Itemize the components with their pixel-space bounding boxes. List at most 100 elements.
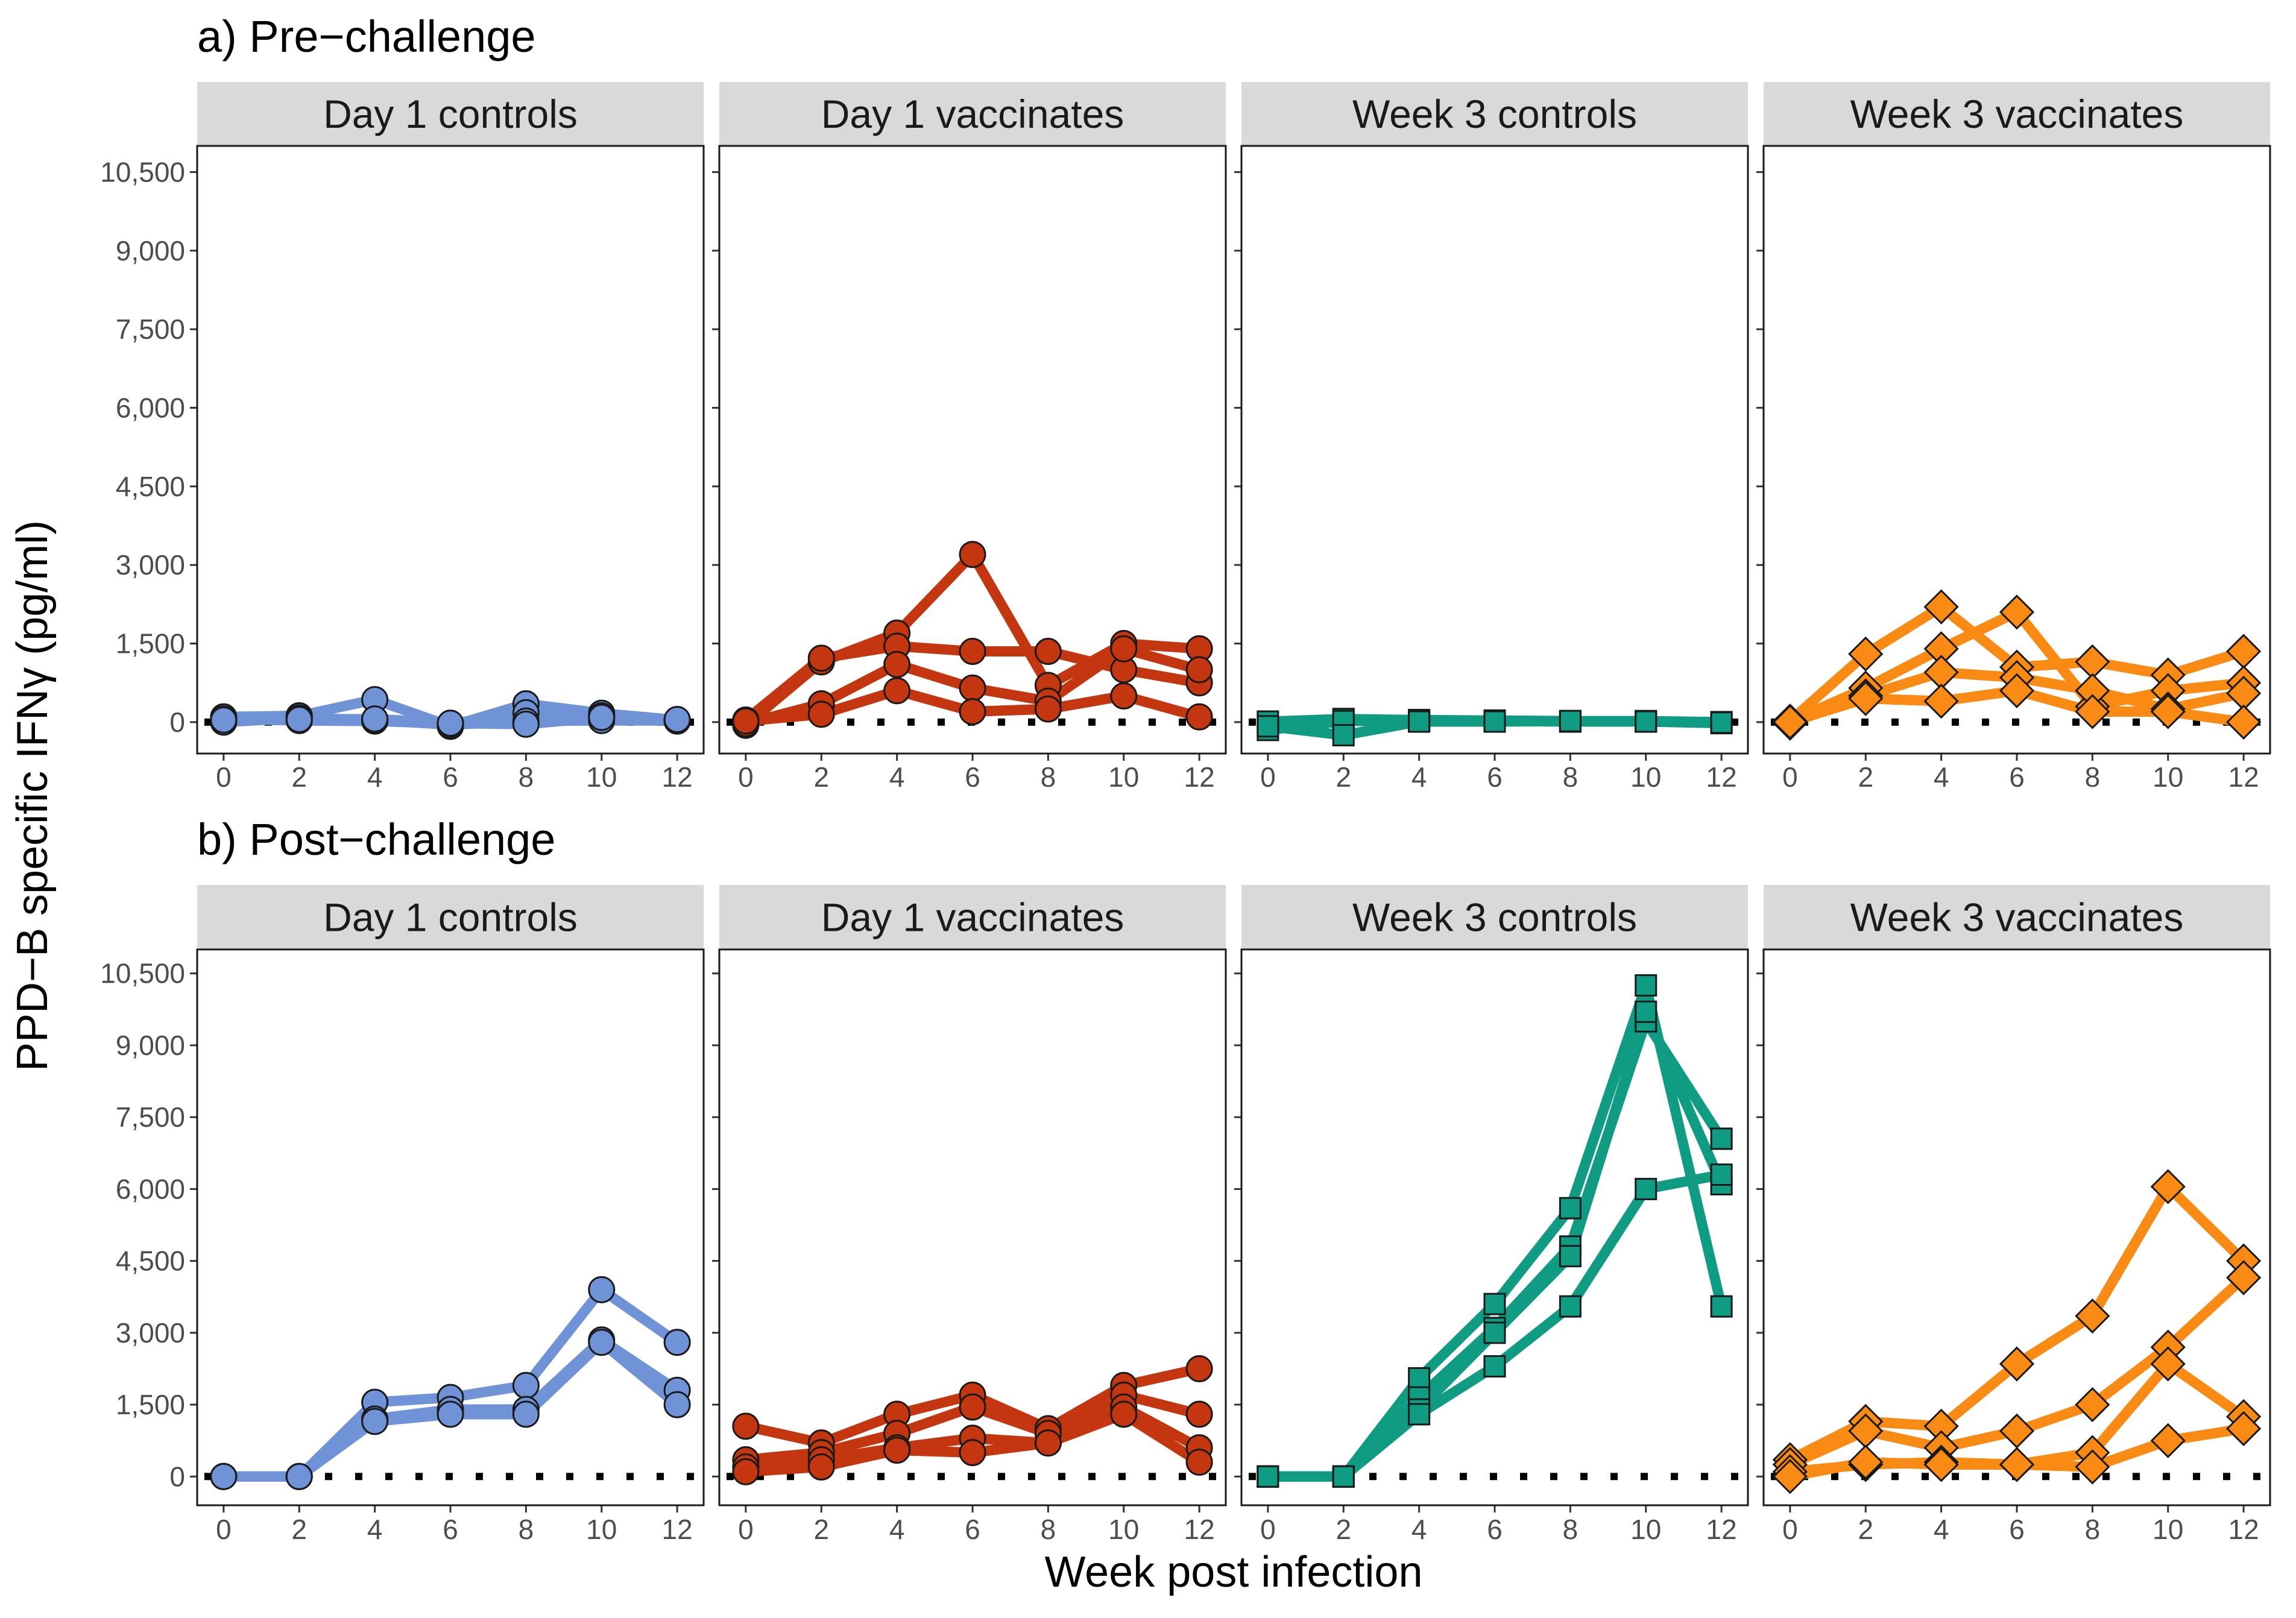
y-tick-label: 0 xyxy=(169,707,185,738)
facet-panel: Day 1 vaccinates 0 2 4 6 8 10 12 xyxy=(712,885,1227,1545)
x-tick-label: 6 xyxy=(443,1514,458,1545)
data-point xyxy=(1185,1448,1213,1476)
panel-border xyxy=(718,145,1227,755)
data-point xyxy=(1710,1295,1733,1318)
x-tick-label: 10 xyxy=(2152,761,2183,793)
x-tick-label: 6 xyxy=(443,761,458,793)
y-tick-label: 7,500 xyxy=(116,1101,185,1133)
x-tick-label: 2 xyxy=(1336,1514,1351,1545)
data-point xyxy=(210,1462,238,1490)
data-point xyxy=(732,1458,760,1485)
data-point xyxy=(1772,704,1808,740)
x-tick-label: 6 xyxy=(965,761,980,793)
x-tick-label: 12 xyxy=(662,1514,693,1545)
data-point xyxy=(732,1412,760,1440)
x-tick-label: 4 xyxy=(889,1514,905,1545)
data-point xyxy=(959,638,986,666)
data-point xyxy=(1483,1321,1506,1344)
data-point xyxy=(1185,656,1213,684)
data-point xyxy=(1559,1295,1582,1318)
data-point xyxy=(1635,974,1657,997)
facet-strip xyxy=(197,82,704,146)
data-point xyxy=(807,700,835,728)
x-tick-label: 2 xyxy=(291,761,307,793)
x-tick-label: 8 xyxy=(2085,1514,2101,1545)
x-tick-label: 0 xyxy=(1782,1514,1798,1545)
y-tick-label: 1,500 xyxy=(116,628,185,659)
y-tick-label: 1,500 xyxy=(116,1389,185,1420)
facet-panel: Week 3 vaccinates 0 2 4 6 8 10 12 xyxy=(1756,82,2271,793)
data-point xyxy=(1923,683,1959,719)
data-point xyxy=(732,707,760,735)
y-tick-label: 7,500 xyxy=(116,313,185,345)
facet-panel: Day 1 controls 0 1,500 3,000 4,500 6,000 7,500… xyxy=(100,885,705,1545)
x-tick-label: 4 xyxy=(367,1514,383,1545)
chart-row: a) Pre−challenge Day 1 controls 0 1,500 3,00… xyxy=(100,11,2271,793)
y-axis-title: PPD−B specific IFNγ (pg/ml) xyxy=(8,520,57,1071)
data-point xyxy=(1408,1403,1431,1426)
facet-panel: Week 3 controls 0 2 4 6 8 10 12 xyxy=(1234,82,1749,793)
x-tick-label: 4 xyxy=(367,761,383,793)
data-point xyxy=(1710,1163,1733,1186)
data-point xyxy=(807,644,835,672)
data-point xyxy=(1034,1429,1062,1457)
x-tick-label: 0 xyxy=(216,1514,232,1545)
data-point xyxy=(1559,1245,1582,1268)
x-tick-label: 2 xyxy=(291,1514,307,1545)
data-point xyxy=(2150,1346,2186,1382)
x-tick-label: 0 xyxy=(738,761,754,793)
data-point xyxy=(1923,589,1959,625)
data-point xyxy=(1772,1459,1808,1494)
data-point xyxy=(1999,594,2035,630)
x-tick-label: 10 xyxy=(1630,761,1661,793)
panel-border xyxy=(1240,145,1749,755)
data-point xyxy=(663,1329,691,1356)
plot-area xyxy=(1241,949,1748,1505)
data-point xyxy=(883,1437,911,1464)
data-point xyxy=(1185,1355,1213,1382)
x-tick-label: 4 xyxy=(1934,1514,1949,1545)
y-tick-label: 0 xyxy=(169,1461,185,1492)
data-point xyxy=(588,1329,616,1356)
data-point xyxy=(1185,1400,1213,1428)
x-tick-label: 6 xyxy=(2009,761,2025,793)
x-tick-label: 10 xyxy=(1108,1514,1139,1545)
facet-strip xyxy=(1241,82,1748,146)
facet-strip xyxy=(719,885,1226,949)
data-point xyxy=(959,697,986,725)
data-point xyxy=(1257,1465,1279,1488)
data-point xyxy=(1408,1367,1431,1390)
data-point xyxy=(1110,635,1138,663)
data-point xyxy=(1559,710,1582,732)
x-tick-label: 4 xyxy=(1411,1514,1427,1545)
y-tick-label: 6,000 xyxy=(116,1173,185,1204)
data-point xyxy=(588,704,616,731)
x-tick-label: 0 xyxy=(1260,1514,1276,1545)
x-tick-label: 4 xyxy=(1411,761,1427,793)
data-point xyxy=(1483,1292,1506,1315)
data-point xyxy=(512,710,540,738)
facet-panel: Week 3 vaccinates 0 2 4 6 8 10 12 xyxy=(1756,885,2271,1545)
x-tick-label: 8 xyxy=(1041,1514,1056,1545)
x-tick-label: 8 xyxy=(2085,761,2101,793)
x-tick-label: 0 xyxy=(1260,761,1276,793)
x-tick-label: 0 xyxy=(1782,761,1798,793)
y-tick-label: 4,500 xyxy=(116,471,185,502)
facet-strip xyxy=(1241,885,1748,949)
data-point xyxy=(1559,1197,1582,1220)
x-tick-label: 8 xyxy=(1563,761,1578,793)
x-tick-label: 12 xyxy=(1184,1514,1215,1545)
data-point xyxy=(1923,1447,1959,1482)
y-tick-label: 10,500 xyxy=(100,958,185,989)
x-tick-label: 6 xyxy=(2009,1514,2025,1545)
facet-strip-label: Day 1 controls xyxy=(323,92,578,136)
data-point xyxy=(959,541,986,568)
data-point xyxy=(1848,681,1884,716)
data-point xyxy=(883,677,911,705)
x-tick-label: 10 xyxy=(1630,1514,1661,1545)
x-tick-label: 2 xyxy=(1336,761,1351,793)
facet-strip xyxy=(197,885,704,949)
row-title: a) Pre−challenge xyxy=(197,11,536,61)
x-tick-label: 10 xyxy=(586,1514,617,1545)
plot-area xyxy=(1241,146,1748,754)
